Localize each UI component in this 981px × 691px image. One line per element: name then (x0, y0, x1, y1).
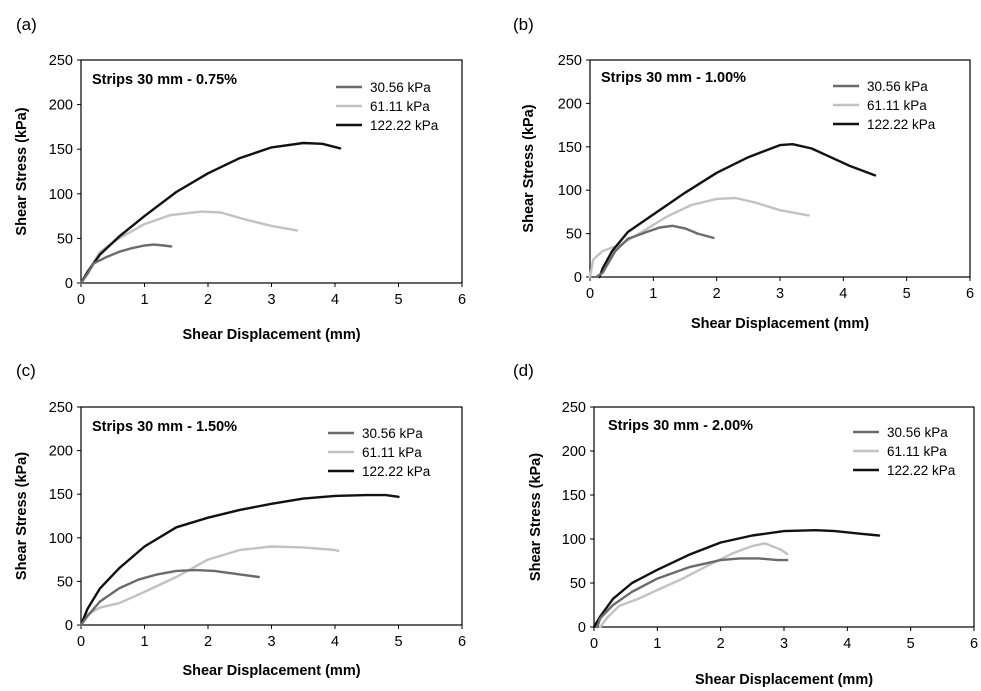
x-tick-label: 1 (140, 634, 148, 650)
chart-panel-d: (d) 0 50 100 150 200 250 0 1 2 3 4 5 6 Shear Displacem… (513, 361, 978, 688)
x-axis-label: Shear Displacement (mm) (182, 327, 360, 343)
y-tick-label: 250 (562, 400, 586, 416)
x-tick-label: 3 (267, 292, 275, 308)
panel-label: (d) (513, 361, 534, 380)
x-tick-label: 5 (907, 636, 915, 652)
legend-label: 61.11 kPa (867, 98, 927, 113)
y-tick-label: 200 (49, 98, 73, 114)
x-tick-label: 3 (776, 286, 784, 302)
legend-label: 122.22 kPa (867, 117, 936, 132)
y-axis-label: Shear Stress (kPa) (528, 453, 544, 581)
x-tick-label: 0 (590, 636, 598, 652)
series-line-122-22-kpa (592, 529, 881, 629)
series-line-30-56-kpa (595, 224, 715, 279)
y-tick-label: 250 (558, 53, 582, 69)
y-tick-label: 250 (49, 53, 73, 69)
legend-label: 122.22 kPa (887, 463, 956, 478)
x-tick-label: 4 (331, 634, 339, 650)
chart-title: Strips 30 mm - 1.50% (92, 419, 237, 435)
x-tick-label: 5 (394, 634, 402, 650)
x-tick-label: 6 (458, 634, 466, 650)
legend-label: 61.11 kPa (362, 445, 422, 460)
chart-panel-c: (c) 0 50 100 150 200 250 0 1 2 3 4 5 6 Shear Displacem… (14, 361, 466, 679)
series-line-122-22-kpa (79, 141, 342, 285)
x-tick-label: 5 (903, 286, 911, 302)
x-tick-label: 0 (586, 286, 594, 302)
y-tick-label: 150 (49, 142, 73, 158)
y-tick-label: 50 (57, 231, 73, 247)
y-tick-label: 200 (562, 444, 586, 460)
chart-title: Strips 30 mm - 2.00% (608, 418, 753, 434)
x-tick-label: 4 (331, 292, 339, 308)
legend-label: 30.56 kPa (867, 79, 928, 94)
legend-label: 122.22 kPa (370, 118, 439, 133)
x-tick-label: 0 (77, 292, 85, 308)
series-line-61-11-kpa (79, 545, 340, 627)
y-tick-label: 50 (57, 574, 73, 590)
series-line-122-22-kpa (598, 142, 877, 279)
x-tick-label: 3 (267, 634, 275, 650)
x-tick-label: 2 (717, 636, 725, 652)
x-tick-label: 6 (458, 292, 466, 308)
x-tick-label: 2 (204, 634, 212, 650)
legend-label: 30.56 kPa (370, 80, 431, 95)
legend-label: 122.22 kPa (362, 464, 431, 479)
y-tick-label: 200 (558, 96, 582, 112)
x-tick-label: 0 (77, 634, 85, 650)
x-tick-label: 2 (713, 286, 721, 302)
y-tick-label: 0 (578, 620, 586, 636)
x-tick-label: 4 (843, 636, 851, 652)
series-line-61-11-kpa (79, 210, 299, 285)
series-line-61-11-kpa (599, 542, 789, 629)
series-line-61-11-kpa (588, 196, 810, 279)
y-tick-label: 100 (49, 187, 73, 203)
y-tick-label: 100 (49, 531, 73, 547)
y-tick-label: 200 (49, 444, 73, 460)
panel-label: (a) (16, 15, 37, 34)
chart-panel-b: (b) 0 50 100 150 200 250 0 1 2 3 4 5 6 Shear Displacem… (513, 15, 974, 332)
x-tick-label: 5 (394, 292, 402, 308)
chart-title: Strips 30 mm - 1.00% (601, 70, 746, 86)
legend-label: 61.11 kPa (887, 444, 947, 459)
x-tick-label: 6 (970, 636, 978, 652)
x-tick-label: 1 (649, 286, 657, 302)
y-tick-label: 50 (566, 227, 582, 243)
series-line-122-22-kpa (79, 493, 400, 627)
legend-label: 30.56 kPa (887, 425, 948, 440)
x-tick-label: 2 (204, 292, 212, 308)
y-tick-label: 0 (65, 618, 73, 634)
y-tick-label: 150 (562, 488, 586, 504)
x-axis-label: Shear Displacement (mm) (695, 672, 873, 688)
y-axis-label: Shear Stress (kPa) (521, 104, 537, 232)
y-tick-label: 150 (558, 140, 582, 156)
chart-panel-a: (a) 0 50 100 150 200 250 0 1 2 3 4 5 6 Shear Displacem… (14, 15, 466, 343)
x-tick-label: 3 (780, 636, 788, 652)
y-tick-label: 0 (574, 270, 582, 286)
chart-title: Strips 30 mm - 0.75% (92, 72, 237, 88)
y-tick-label: 150 (49, 487, 73, 503)
y-axis-label: Shear Stress (kPa) (14, 107, 30, 235)
series-line-30-56-kpa (596, 557, 789, 629)
y-tick-label: 50 (570, 576, 586, 592)
y-axis-label: Shear Stress (kPa) (14, 452, 30, 580)
x-tick-label: 4 (839, 286, 847, 302)
series-line-30-56-kpa (79, 568, 260, 627)
legend-label: 30.56 kPa (362, 426, 423, 441)
y-tick-label: 0 (65, 276, 73, 292)
y-tick-label: 100 (562, 532, 586, 548)
panel-label: (b) (513, 15, 534, 34)
legend-label: 61.11 kPa (370, 99, 430, 114)
y-tick-label: 250 (49, 400, 73, 416)
panel-label: (c) (16, 361, 36, 380)
y-tick-label: 100 (558, 183, 582, 199)
x-axis-label: Shear Displacement (mm) (182, 663, 360, 679)
x-axis-label: Shear Displacement (mm) (691, 316, 869, 332)
series-line-30-56-kpa (79, 243, 173, 285)
x-tick-label: 1 (653, 636, 661, 652)
x-tick-label: 6 (966, 286, 974, 302)
x-tick-label: 1 (140, 292, 148, 308)
